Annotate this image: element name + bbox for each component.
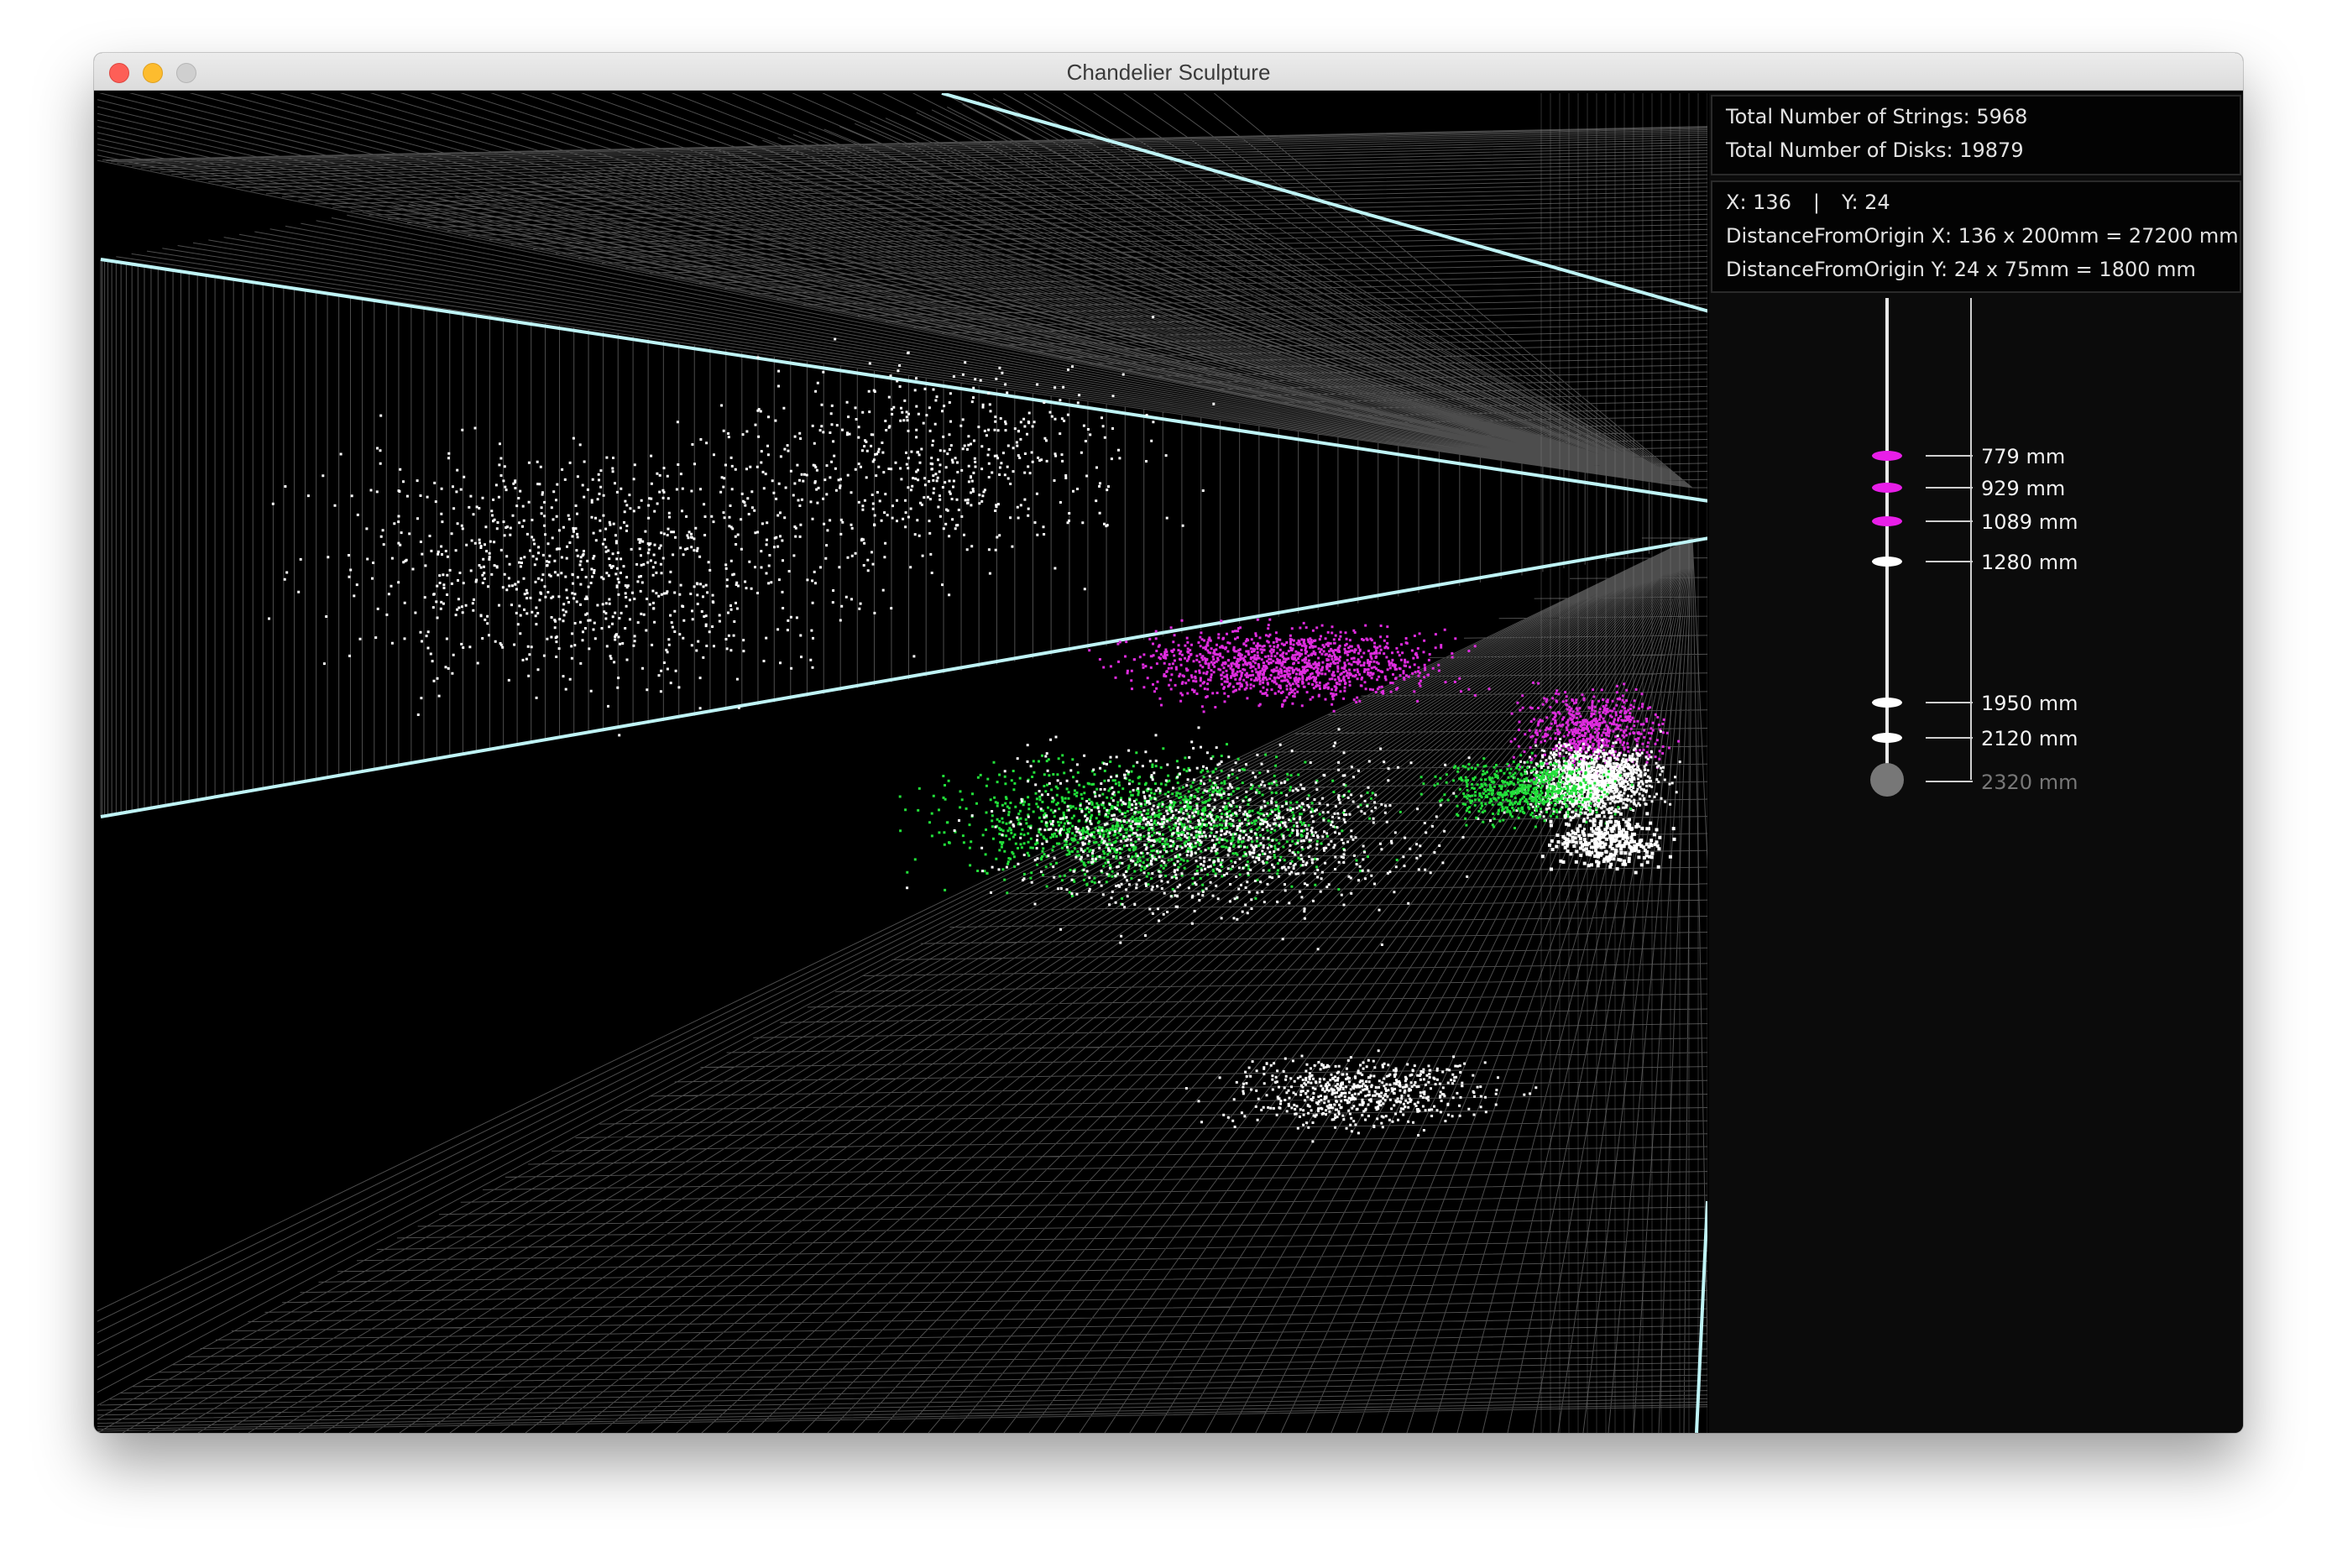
stats-panel: Total Number of Strings: 5968 Total Numb… — [1711, 95, 2241, 175]
disk-level-2[interactable]: 1089 mm — [1872, 510, 2078, 534]
disk-level-label: 1280 mm — [1981, 551, 2078, 574]
disk-level-0[interactable]: 779 mm — [1872, 445, 2065, 468]
disk-level-label: 2120 mm — [1981, 727, 2078, 750]
disk-points — [268, 316, 1681, 1143]
coord-separator: | — [1812, 191, 1821, 214]
3d-viewport[interactable] — [97, 93, 1707, 1433]
disk-marker-icon[interactable] — [1872, 698, 1902, 708]
distance-y-readout: DistanceFromOrigin Y: 24 x 75mm = 1800 m… — [1726, 258, 2196, 281]
room-edges — [100, 93, 1707, 1433]
disk-height-slider[interactable]: 779 mm 929 mm 1089 mm 1280 mm 1950 mm 2120 mm… — [1711, 296, 2238, 1433]
disk-marker-icon[interactable] — [1872, 451, 1902, 461]
disk-marker-icon[interactable] — [1872, 483, 1902, 493]
cursor-coordinates: X: 136 | Y: 24 — [1726, 191, 1890, 214]
disk-level-1[interactable]: 929 mm — [1872, 477, 2065, 500]
close-button[interactable] — [109, 63, 129, 83]
zoom-button[interactable] — [176, 63, 196, 83]
disk-handle-icon[interactable] — [1870, 763, 1904, 797]
coordinates-panel: X: 136 | Y: 24 DistanceFromOrigin X: 136 x… — [1711, 180, 2241, 293]
cursor-x: X: 136 — [1726, 191, 1791, 214]
disk-height-scale[interactable]: 779 mm 929 mm 1089 mm 1280 mm 1950 mm 2120 mm… — [1711, 296, 2238, 884]
distance-x-readout: DistanceFromOrigin X: 136 x 200mm = 2720… — [1726, 224, 2239, 248]
cursor-y: Y: 24 — [1841, 191, 1890, 214]
title-bar: Chandelier Sculpture — [94, 53, 2243, 91]
window-title: Chandelier Sculpture — [1066, 60, 1271, 85]
disk-level-label: 929 mm — [1981, 477, 2065, 500]
disk-level-label: 2320 mm — [1981, 771, 2078, 794]
disk-level-3[interactable]: 1280 mm — [1872, 551, 2078, 574]
disk-marker-icon[interactable] — [1872, 516, 1902, 526]
disk-level-5[interactable]: 2120 mm — [1872, 727, 2078, 750]
disk-level-label: 779 mm — [1981, 445, 2065, 468]
disks-count: Total Number of Disks: 19879 — [1726, 139, 2024, 162]
disk-level-label: 1089 mm — [1981, 510, 2078, 534]
sculpture-scene[interactable] — [97, 93, 1707, 1433]
disk-marker-icon[interactable] — [1872, 557, 1902, 567]
disk-level-6[interactable]: 2320 mm — [1870, 763, 2078, 797]
minimize-button[interactable] — [143, 63, 163, 83]
disk-marker-icon[interactable] — [1872, 733, 1902, 743]
disk-level-label: 1950 mm — [1981, 692, 2078, 715]
disk-level-4[interactable]: 1950 mm — [1872, 692, 2078, 715]
strings-count: Total Number of Strings: 5968 — [1726, 105, 2028, 128]
info-panel-background — [1709, 93, 2243, 1433]
